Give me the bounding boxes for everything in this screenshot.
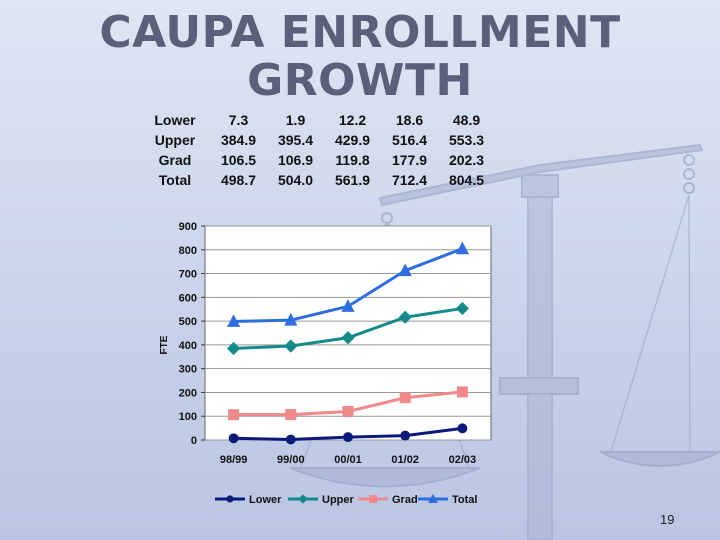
data-point-lower (228, 433, 239, 444)
legend-label-grad: Grad (392, 494, 418, 506)
data-point-total (398, 263, 412, 277)
data-point-grad (285, 409, 297, 421)
data-point-lower (343, 432, 353, 443)
x-tick-label: 99/00 (277, 454, 305, 466)
row-label: Upper (154, 132, 196, 148)
legend-label-total: Total (452, 494, 477, 506)
data-point-lower (285, 434, 296, 445)
data-point-grad (456, 386, 468, 398)
data-point-lower (457, 423, 468, 434)
table-cell: 712.4 (391, 172, 428, 188)
table-cell: 429.9 (334, 132, 371, 148)
table-cell: 106.9 (277, 152, 314, 168)
table-cell: 561.9 (334, 172, 371, 188)
table-cell: 48.9 (452, 112, 481, 128)
table-cell: 12.2 (338, 112, 367, 128)
table-row-total: Total 498.7 504.0 561.9 712.4 804.5 (140, 170, 495, 190)
y-tick-label: 0 (191, 435, 197, 447)
table-cell: 516.4 (391, 132, 428, 148)
data-point-upper (455, 301, 469, 316)
legend-marker-total (428, 493, 438, 503)
table-cell: 202.3 (448, 152, 485, 168)
legend-marker-grad (369, 495, 377, 503)
y-axis-label: FTE (159, 335, 170, 354)
data-point-grad (342, 406, 354, 418)
table-cell: 7.3 (228, 112, 249, 128)
slide-title-line-2: GROWTH (247, 55, 473, 106)
data-point-total (284, 313, 298, 326)
x-tick-label: 98/99 (220, 454, 248, 466)
y-tick-label: 600 (179, 292, 197, 304)
table-row-grad: Grad 106.5 106.9 119.8 177.9 202.3 (140, 150, 495, 170)
y-tick-label: 800 (179, 245, 197, 257)
table-cell: 106.5 (220, 152, 257, 168)
table-cell: 177.9 (391, 152, 428, 168)
y-tick-label: 500 (179, 316, 197, 328)
data-point-lower (400, 430, 411, 441)
x-tick-label: 02/03 (449, 454, 477, 466)
table-cell: 498.7 (220, 172, 257, 188)
table-cell: 384.9 (220, 132, 257, 148)
data-point-total (455, 241, 469, 255)
data-point-total (227, 314, 241, 327)
table-cell: 1.9 (285, 112, 306, 128)
table-cell: 553.3 (448, 132, 485, 148)
y-tick-label: 100 (179, 411, 197, 423)
y-tick-label: 400 (179, 340, 197, 352)
legend-label-lower: Lower (249, 494, 282, 506)
legend-label-upper: Upper (322, 494, 355, 506)
table-cell: 504.0 (277, 172, 314, 188)
y-tick-label: 900 (179, 221, 197, 233)
table-cell: 18.6 (395, 112, 424, 128)
row-label: Total (158, 172, 192, 188)
x-tick-label: 01/02 (391, 454, 419, 466)
legend-marker-upper (298, 494, 308, 504)
page-number: 19 (660, 512, 675, 527)
row-label: Grad (158, 152, 192, 168)
legend-marker-lower (226, 495, 234, 503)
table-row-upper: Upper 384.9 395.4 429.9 516.4 553.3 (140, 130, 495, 150)
y-tick-label: 700 (179, 269, 197, 281)
enrollment-line-chart: 0 100 200 300 400 500 600 700 800 900 98/99 99/00 00… (159, 221, 492, 506)
y-tick-label: 200 (179, 387, 197, 399)
table-cell: 804.5 (448, 172, 485, 188)
table-cell: 119.8 (335, 152, 370, 168)
data-point-total (341, 299, 355, 312)
data-point-grad (228, 409, 240, 421)
data-point-upper (341, 331, 355, 345)
table-row-lower: Lower 7.3 1.9 12.2 18.6 48.9 (140, 110, 495, 130)
y-tick-label: 300 (179, 364, 197, 376)
data-point-upper (284, 339, 298, 353)
table-cell: 395.4 (277, 132, 314, 148)
data-point-grad (399, 392, 411, 404)
x-tick-label: 00/01 (334, 454, 362, 466)
enrollment-summary-table: Lower 7.3 1.9 12.2 18.6 48.9 Upper 384.9… (140, 110, 495, 190)
row-label: Lower (154, 112, 196, 128)
slide-title-line-1: CAUPA ENROLLMENT (99, 7, 621, 58)
